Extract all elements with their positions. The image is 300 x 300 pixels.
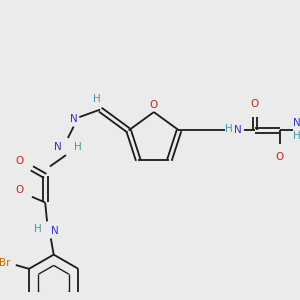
Text: N: N bbox=[70, 114, 77, 124]
Text: H: H bbox=[74, 142, 81, 152]
Text: H: H bbox=[34, 224, 41, 234]
Text: O: O bbox=[150, 100, 158, 110]
Text: O: O bbox=[15, 156, 24, 166]
Text: N: N bbox=[55, 142, 62, 152]
Text: O: O bbox=[251, 99, 259, 109]
Text: O: O bbox=[15, 185, 24, 195]
Text: N: N bbox=[51, 226, 59, 236]
Text: H: H bbox=[93, 94, 101, 104]
Text: Br: Br bbox=[0, 258, 10, 268]
Text: H: H bbox=[224, 124, 232, 134]
Text: N: N bbox=[293, 118, 300, 128]
Text: N: N bbox=[234, 125, 242, 135]
Text: H: H bbox=[293, 131, 300, 141]
Text: O: O bbox=[275, 152, 284, 162]
